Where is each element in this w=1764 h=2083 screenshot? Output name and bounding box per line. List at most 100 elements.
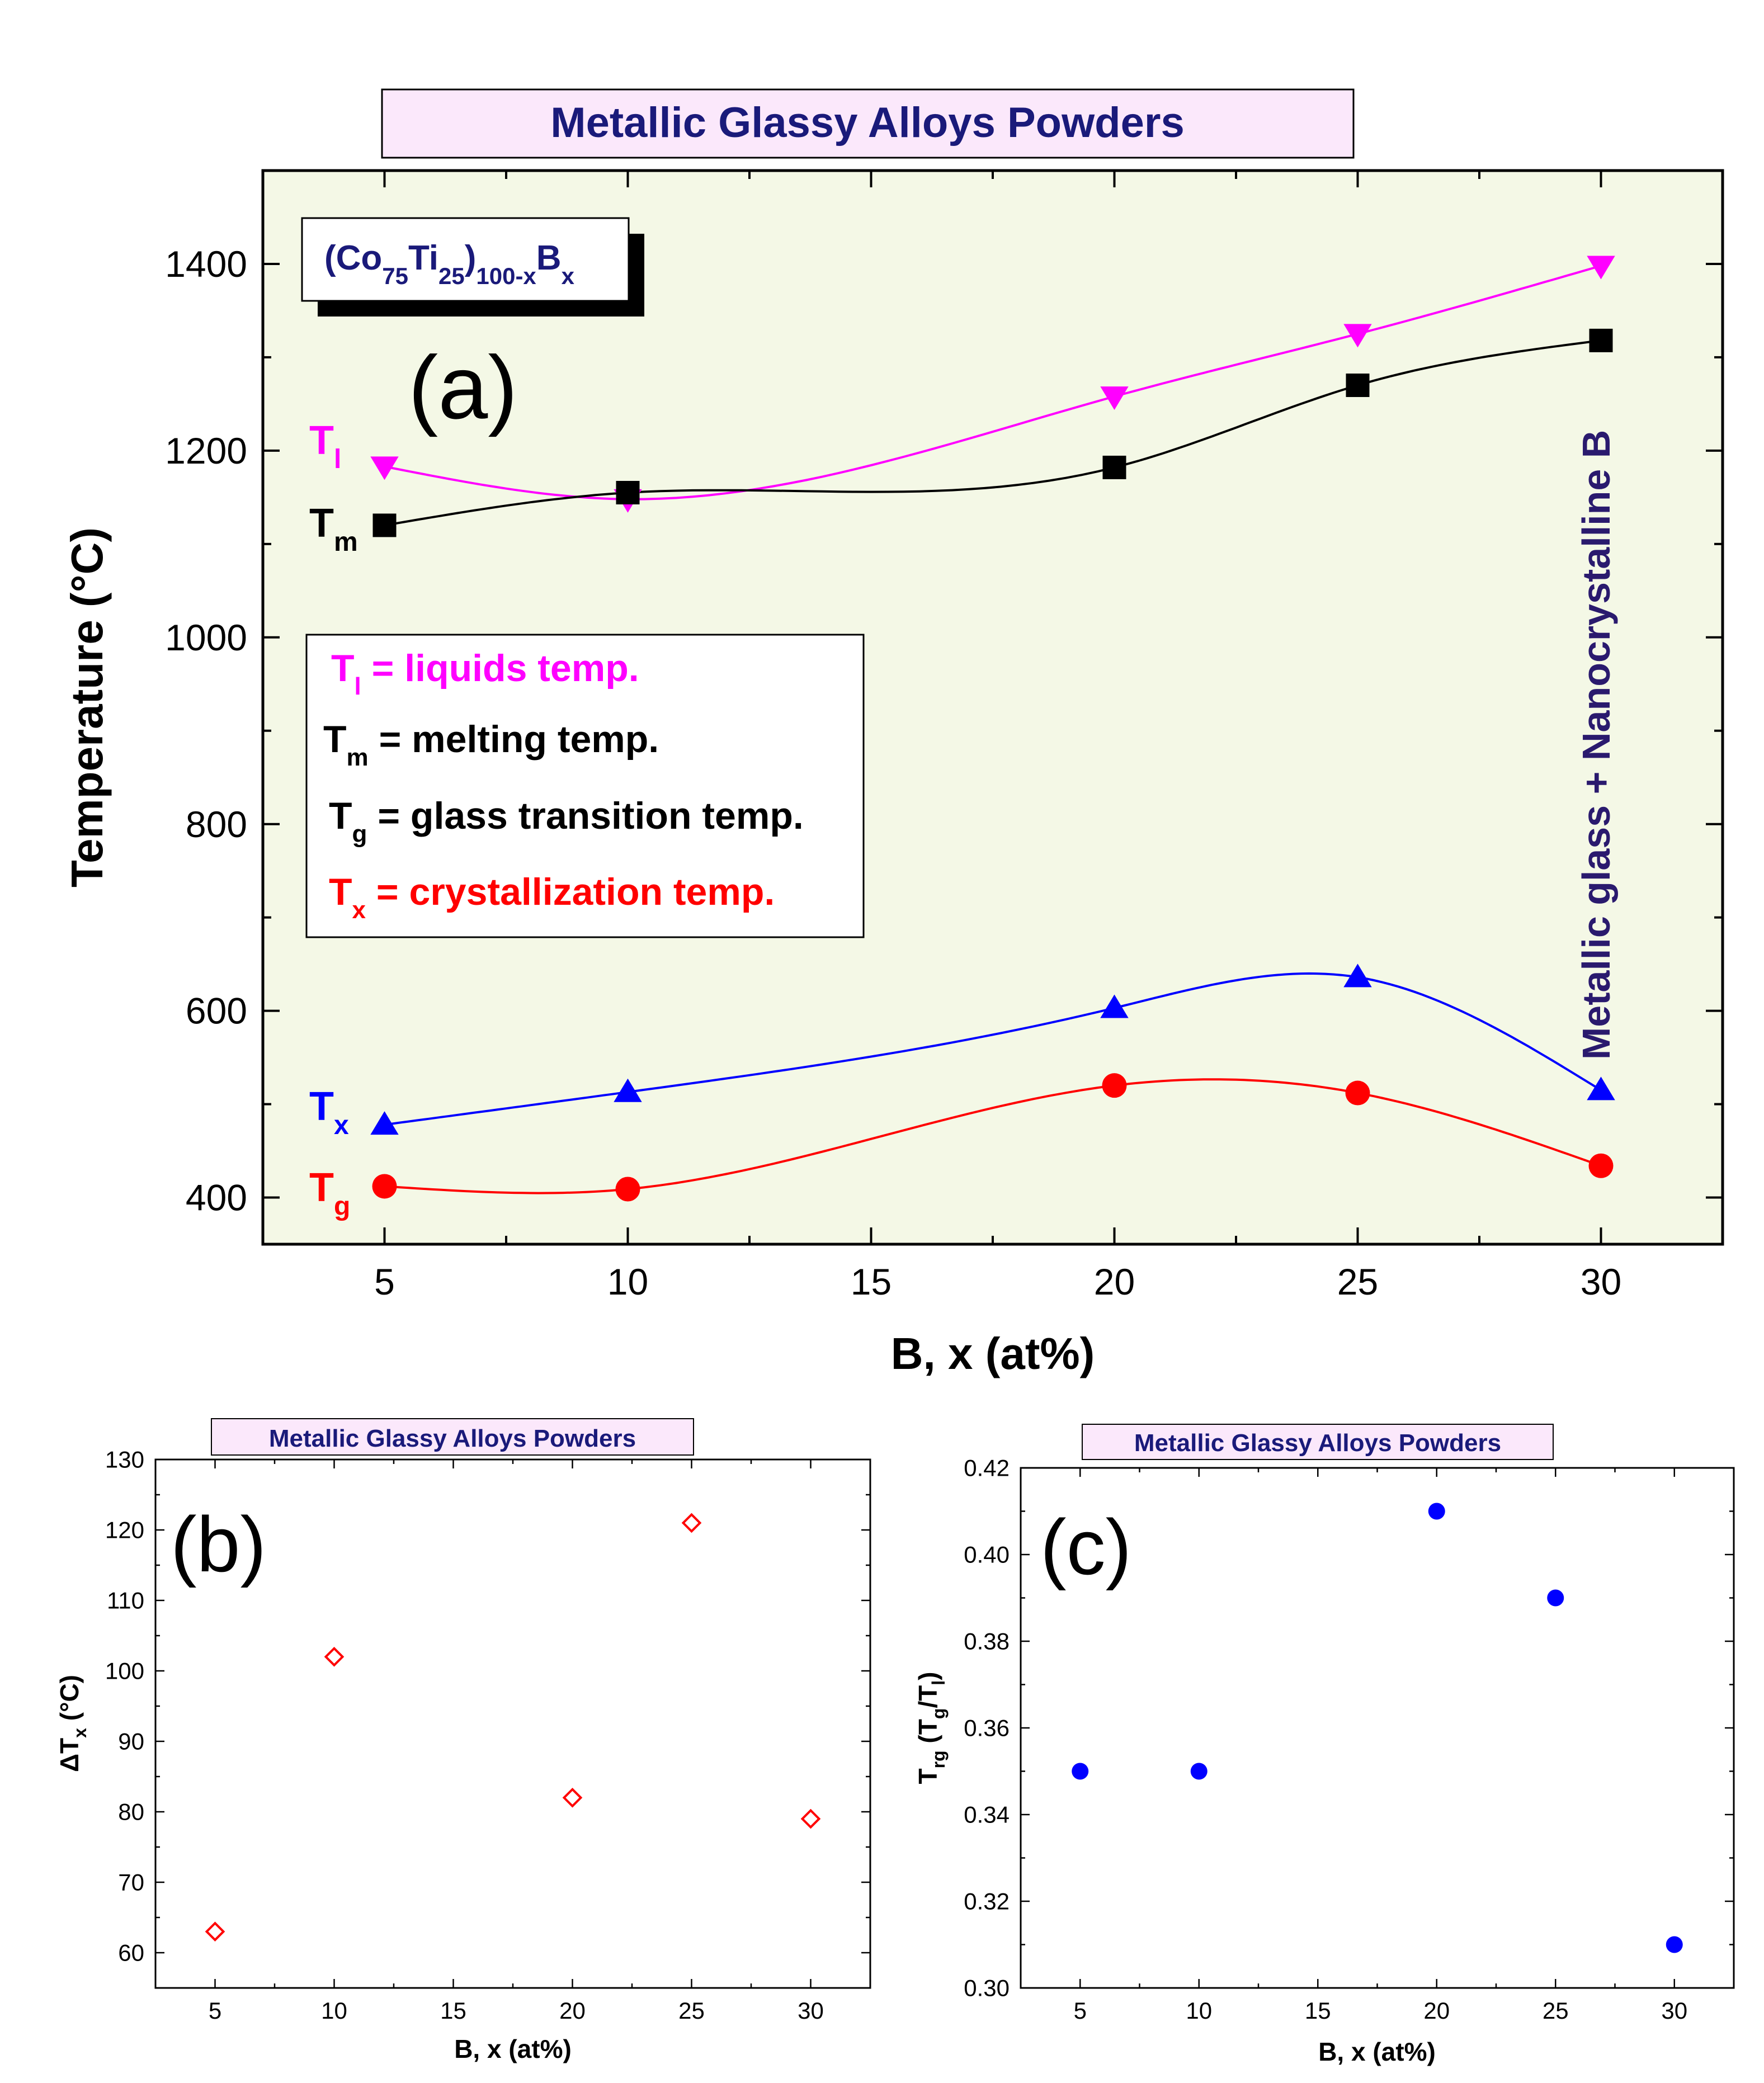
y-tick-label: 1000	[165, 617, 247, 658]
data-point-delta-tx	[562, 1787, 583, 1808]
y-tick-label: 0.38	[964, 1628, 1010, 1655]
data-point-tx	[1100, 994, 1129, 1018]
series-label-tx: Tx	[309, 1084, 349, 1140]
y-tick-label: 800	[186, 804, 247, 845]
x-tick-label: 10	[1186, 1997, 1212, 2024]
legend-a: Tl = liquids temp. Tm = melting temp. Tg…	[305, 634, 865, 938]
series-label-tg: Tg	[309, 1165, 350, 1221]
title-box-a	[381, 88, 1355, 159]
axes-c: 5 10 15 20 25 30 0.30 0.32 0.34 0.36 0.38 0.40 0.42	[964, 1455, 1734, 2024]
data-point-tm	[616, 481, 640, 504]
plot-frame-b	[154, 1458, 871, 1989]
y-tick-label: 120	[105, 1517, 144, 1543]
x-tick-label: 25	[678, 1997, 705, 2024]
legend-entry-tx: Tx = crystallization temp.	[329, 871, 775, 924]
data-point-tm	[1102, 455, 1126, 479]
y-axis-title-b: ΔTx (°C)	[55, 1675, 90, 1772]
x-tick-label: 20	[559, 1997, 586, 2024]
x-tick-label: 30	[1661, 1997, 1687, 2024]
data-point-delta-tx	[324, 1646, 345, 1667]
series-label-tl: Tl	[309, 418, 341, 474]
data-point-delta-tx	[205, 1921, 225, 1942]
panel-a: Metallic Glassy Alloys Powders 5 10 15 20 25…	[62, 88, 1724, 1378]
x-tick-label: 25	[1543, 1997, 1569, 2024]
y-axis-title-a: Temperature (°C)	[62, 527, 112, 887]
data-point-tl	[370, 456, 399, 480]
y-tick-label: 0.42	[964, 1455, 1010, 1481]
data-point-tm	[1589, 328, 1613, 352]
y-tick-label: 600	[186, 990, 247, 1032]
data-point-tg	[615, 1177, 640, 1202]
legend-entry-tl: Tl = liquids temp.	[331, 647, 639, 700]
x-tick-label: 5	[209, 1997, 221, 2024]
data-point-trg	[1666, 1936, 1683, 1953]
plot-frame-a	[261, 169, 1724, 1246]
title-box-b	[211, 1418, 694, 1456]
data-point-trg	[1072, 1763, 1089, 1780]
data-point-delta-tx	[681, 1513, 702, 1533]
data-point-tl	[1587, 256, 1615, 280]
data-point-tm	[372, 513, 397, 537]
y-tick-label: 0.30	[964, 1975, 1010, 2001]
data-point-tl	[1343, 324, 1372, 348]
data-point-tg	[1588, 1153, 1614, 1178]
y-tick-label: 400	[186, 1177, 247, 1218]
x-tick-label: 20	[1094, 1261, 1135, 1302]
panel-b: Metallic Glassy Alloys Powders 5 10 15 20 25…	[55, 1418, 871, 2063]
y-tick-label: 0.40	[964, 1542, 1010, 1568]
x-tick-label: 20	[1423, 1997, 1450, 2024]
data-point-trg	[1547, 1589, 1564, 1607]
x-tick-label: 10	[607, 1261, 648, 1302]
x-tick-label: 30	[798, 1997, 824, 2024]
y-tick-label: 110	[107, 1588, 144, 1614]
series-label-tm: Tm	[309, 501, 358, 557]
legend-box-a	[305, 634, 865, 938]
x-tick-label: 30	[1581, 1261, 1621, 1302]
legend-entry-tm: Tm = melting temp.	[323, 718, 659, 771]
chart-title-b: Metallic Glassy Alloys Powders	[269, 1425, 636, 1452]
chart-title-a: Metallic Glassy Alloys Powders	[550, 99, 1184, 147]
x-tick-label: 25	[1337, 1261, 1378, 1302]
y-tick-label: 1400	[165, 243, 247, 285]
y-tick-label: 130	[105, 1447, 144, 1473]
x-axis-title-c: B, x (at%)	[1318, 2037, 1436, 2066]
chart-title-c: Metallic Glassy Alloys Powders	[1134, 1429, 1501, 1457]
y-tick-label: 60	[118, 1940, 144, 1966]
x-tick-label: 15	[440, 1997, 466, 2024]
y-tick-label: 70	[118, 1869, 144, 1896]
y-tick-label: 0.36	[964, 1715, 1010, 1741]
title-box-c	[1082, 1424, 1554, 1460]
panel-label-c: (c)	[1040, 1503, 1131, 1591]
axes-b: 5 10 15 20 25 30 60 70 80 90 100 110 120 130	[105, 1447, 870, 2024]
composition-box	[301, 217, 630, 302]
x-tick-label: 5	[1074, 1997, 1087, 2024]
data-point-tx	[614, 1078, 642, 1102]
data-point-delta-tx	[800, 1808, 821, 1829]
data-point-trg	[1428, 1503, 1445, 1520]
y-tick-label: 90	[118, 1728, 144, 1755]
y-tick-label: 0.32	[964, 1888, 1010, 1915]
panel-label-a: (a)	[408, 337, 518, 437]
data-point-tl	[1100, 386, 1129, 410]
data-point-tg	[372, 1174, 397, 1199]
x-tick-label: 10	[321, 1997, 347, 2024]
panel-label-b: (b)	[171, 1500, 266, 1588]
plot-area-c	[1021, 1468, 1734, 1988]
data-point-tm	[1346, 374, 1370, 397]
data-point-tx	[370, 1111, 399, 1135]
axes-a: 5 10 15 20 25 30 400 600 800 1000 1200 1400	[165, 171, 1723, 1302]
panel-c: Metallic Glassy Alloys Powders 5 10 15 20 25…	[913, 1424, 1735, 2066]
plot-area-b	[155, 1459, 870, 1988]
y-tick-label: 100	[105, 1658, 144, 1684]
data-point-tx	[1343, 963, 1372, 988]
x-axis-title-a: B, x (at%)	[891, 1329, 1095, 1378]
y-tick-label: 80	[118, 1799, 144, 1825]
y-tick-label: 0.34	[964, 1802, 1010, 1828]
vertical-annotation: Metallic glass + Nanocrystalline B	[1574, 430, 1618, 1060]
y-axis-title-c: Trg (Tg/Tl)	[913, 1672, 949, 1784]
x-axis-title-b: B, x (at%)	[454, 2034, 572, 2063]
x-tick-label: 5	[374, 1261, 395, 1302]
data-point-tg	[1345, 1080, 1370, 1106]
data-point-trg	[1190, 1763, 1208, 1780]
